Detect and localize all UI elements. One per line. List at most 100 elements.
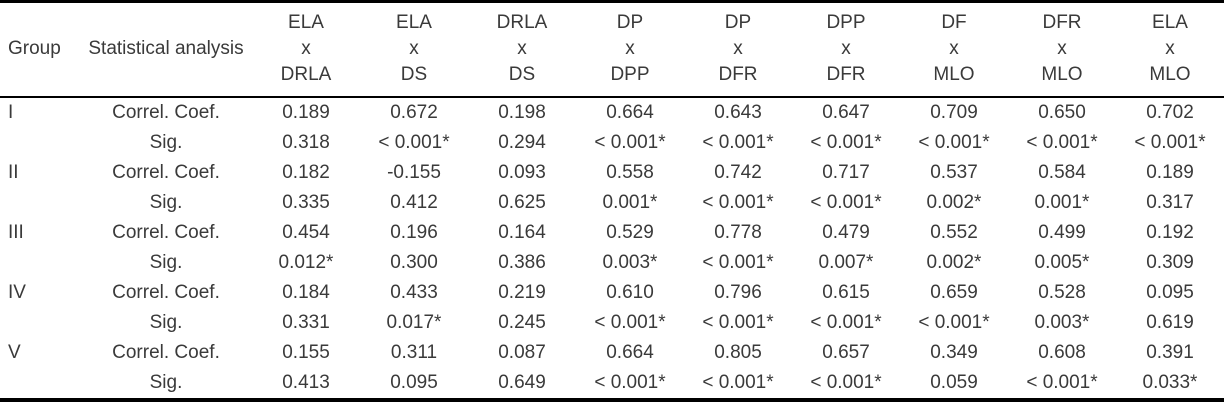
value-cell: 0.196	[390, 222, 438, 243]
stat-analysis-label: Correl. Coef.	[112, 342, 220, 363]
value-cell: 0.552	[930, 222, 978, 243]
value-cell: 0.005*	[1034, 252, 1090, 273]
value-cell: 0.742	[714, 162, 762, 183]
pair-header-variable: DS	[400, 64, 428, 85]
value-cell: 0.059	[930, 372, 978, 393]
value-cell: 0.649	[498, 372, 546, 393]
value-cell: 0.479	[822, 222, 870, 243]
value-cell: 0.717	[822, 162, 870, 183]
pair-header-df-mlo: DF x MLO	[900, 1, 1008, 98]
stat-analysis-label: Correl. Coef.	[112, 162, 220, 183]
stat-analysis-column-header: Statistical analysis	[80, 1, 252, 98]
pair-header-dpp-dfr: DPP x DFR	[792, 1, 900, 98]
pair-header-separator: x	[301, 38, 311, 59]
value-cell: 0.650	[1038, 102, 1086, 123]
value-cell: 0.454	[282, 222, 330, 243]
value-cell: 0.643	[714, 102, 762, 123]
pair-header-variable: ELA	[1152, 12, 1188, 33]
pair-header-variable: ELA	[288, 12, 324, 33]
table-body: I Correl. Coef. 0.189 0.672 0.198 0.664 0.643 0…	[0, 97, 1224, 400]
pair-header-variable: DFR	[1042, 12, 1082, 33]
value-cell: < 0.001*	[702, 252, 774, 273]
value-cell: 0.219	[498, 282, 546, 303]
value-cell: 0.615	[822, 282, 870, 303]
pair-header-separator: x	[949, 38, 959, 59]
pair-header-separator: x	[517, 38, 527, 59]
value-cell: 0.778	[714, 222, 762, 243]
value-cell: 0.331	[282, 312, 330, 333]
value-cell: 0.245	[498, 312, 546, 333]
value-cell: < 0.001*	[594, 372, 666, 393]
value-cell: < 0.001*	[1026, 372, 1098, 393]
value-cell: 0.433	[390, 282, 438, 303]
table-row: Sig. 0.413 0.095 0.649 < 0.001* < 0.001* < 0.0…	[0, 368, 1224, 400]
table-row: I Correl. Coef. 0.189 0.672 0.198 0.664 0.643 0…	[0, 97, 1224, 128]
value-cell: 0.349	[930, 342, 978, 363]
value-cell: 0.672	[390, 102, 438, 123]
stat-analysis-label: Sig.	[149, 252, 183, 273]
table-row: IV Correl. Coef. 0.184 0.433 0.219 0.610 0.796…	[0, 278, 1224, 308]
value-cell: 0.300	[390, 252, 438, 273]
group-label: III	[8, 222, 24, 243]
value-cell: 0.001*	[1034, 192, 1090, 213]
pair-header-variable: DP	[616, 12, 644, 33]
value-cell: 0.093	[498, 162, 546, 183]
pair-header-separator: x	[409, 38, 419, 59]
table-row: Sig. 0.335 0.412 0.625 0.001* < 0.001* < 0.001…	[0, 188, 1224, 218]
value-cell: < 0.001*	[810, 312, 882, 333]
pair-header-variable: MLO	[933, 64, 975, 85]
value-cell: 0.003*	[602, 252, 658, 273]
value-cell: 0.001*	[602, 192, 658, 213]
pair-header-variable: DP	[724, 12, 752, 33]
pair-header-ela-mlo: ELA x MLO	[1116, 1, 1224, 98]
pair-header-variable: DFR	[718, 64, 758, 85]
value-cell: < 0.001*	[1134, 132, 1206, 153]
table-row: II Correl. Coef. 0.182 -0.155 0.093 0.558 0.74…	[0, 158, 1224, 188]
value-cell: 0.309	[1146, 252, 1194, 273]
value-cell: < 0.001*	[594, 132, 666, 153]
value-cell: 0.087	[498, 342, 546, 363]
value-cell: 0.610	[606, 282, 654, 303]
value-cell: 0.413	[282, 372, 330, 393]
value-cell: 0.528	[1038, 282, 1086, 303]
pair-header-separator: x	[841, 38, 851, 59]
value-cell: < 0.001*	[378, 132, 450, 153]
value-cell: 0.657	[822, 342, 870, 363]
value-cell: 0.386	[498, 252, 546, 273]
value-cell: 0.335	[282, 192, 330, 213]
pair-header-drla-ds: DRLA x DS	[468, 1, 576, 98]
value-cell: 0.095	[1146, 282, 1194, 303]
stat-analysis-label: Correl. Coef.	[112, 102, 220, 123]
value-cell: 0.625	[498, 192, 546, 213]
pair-header-variable: ELA	[396, 12, 432, 33]
value-cell: 0.017*	[386, 312, 442, 333]
group-column-header: Group	[0, 1, 80, 98]
value-cell: -0.155	[387, 162, 441, 183]
value-cell: 0.189	[282, 102, 330, 123]
value-cell: 0.664	[606, 102, 654, 123]
value-cell: 0.318	[282, 132, 330, 153]
group-label: II	[8, 162, 19, 183]
value-cell: 0.198	[498, 102, 546, 123]
stat-analysis-label: Sig.	[149, 312, 183, 333]
value-cell: 0.192	[1146, 222, 1194, 243]
value-cell: 0.664	[606, 342, 654, 363]
pair-header-variable: DPP	[826, 12, 866, 33]
pair-header-variable: DFR	[826, 64, 866, 85]
value-cell: < 0.001*	[918, 132, 990, 153]
value-cell: 0.659	[930, 282, 978, 303]
value-cell: 0.182	[282, 162, 330, 183]
value-cell: < 0.001*	[810, 372, 882, 393]
value-cell: 0.317	[1146, 192, 1194, 213]
table-row: V Correl. Coef. 0.155 0.311 0.087 0.664 0.805 0…	[0, 338, 1224, 368]
value-cell: 0.537	[930, 162, 978, 183]
pair-header-ela-drla: ELA x DRLA	[252, 1, 360, 98]
value-cell: 0.702	[1146, 102, 1194, 123]
value-cell: 0.189	[1146, 162, 1194, 183]
value-cell: 0.558	[606, 162, 654, 183]
value-cell: 0.412	[390, 192, 438, 213]
pair-header-variable: DS	[508, 64, 536, 85]
header-row: Group Statistical analysis ELA x DRLA ELA x D…	[0, 1, 1224, 98]
